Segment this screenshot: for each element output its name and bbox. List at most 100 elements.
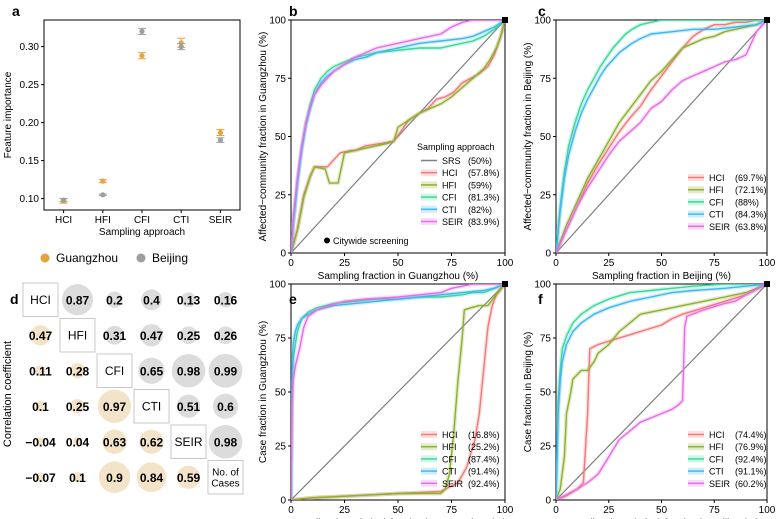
corr-circle-beijing — [171, 353, 206, 388]
y-tick-label: 0 — [280, 496, 286, 507]
corr-value-beijing: 0.25 — [177, 329, 201, 343]
legend-value-hci: (57.8%) — [468, 168, 500, 178]
series-line-hci — [556, 20, 767, 253]
panel-letter-f: f — [538, 291, 543, 307]
corr-value-beijing: 0.98 — [214, 435, 238, 449]
legend-value-cfi: (81.3%) — [468, 193, 500, 203]
y-tick-label: 100 — [269, 16, 286, 27]
legend-label-hfi: HFI — [442, 442, 457, 452]
corr-circle-beijing — [140, 324, 163, 347]
x-tick-label: 0 — [288, 505, 294, 516]
legend-label-hfi: HFI — [709, 442, 724, 452]
series-group — [556, 20, 767, 253]
corr-circle-beijing — [138, 357, 165, 384]
legend-title: Sampling approach — [417, 142, 495, 152]
corr-value-guangzhou: 0.63 — [103, 435, 127, 449]
y-axis-label: Case fraction in Beijing (%) — [523, 332, 534, 453]
y-tick-label: 0.30 — [20, 42, 40, 53]
legend-label-cfi: CFI — [442, 454, 457, 464]
legend-label-seir: SEIR — [442, 479, 464, 489]
x-tick-label: CFI — [134, 215, 150, 226]
point-beijing — [139, 28, 145, 34]
series-line-seir — [291, 284, 505, 500]
panel-d: Correlation coefficient HCI HFI CFI CTI SEIR N… — [2, 282, 244, 495]
corr-value-guangzhou: 0.97 — [103, 400, 127, 414]
y-tick-label: 50 — [540, 388, 552, 399]
legend-value-hfi: (25.2%) — [468, 442, 500, 452]
legend-value-seir: (63.8%) — [735, 222, 767, 232]
y-axis-label: Affected−community fraction in Guangzhou… — [258, 32, 269, 242]
corr-circle-guangzhou — [72, 437, 83, 447]
corr-circle-guangzhou — [35, 400, 46, 412]
legend-label-guangzhou: Guangzhou — [56, 251, 118, 265]
diag-label: CFI — [105, 364, 124, 378]
citywide-screening-marker — [764, 17, 770, 23]
corr-value-guangzhou: 0.1 — [69, 471, 86, 485]
series-group — [291, 284, 505, 500]
y-tick-label: 100 — [534, 16, 551, 27]
series-line-seir — [556, 20, 767, 253]
point-guangzhou — [217, 129, 223, 136]
citywide-legend-label: Citywide screening — [333, 236, 409, 246]
point-beijing — [217, 137, 223, 143]
plot-frame — [43, 19, 241, 211]
diag-label-line: Cases — [211, 478, 239, 489]
series-line-seir — [291, 20, 505, 253]
y-tick-label: 0 — [280, 249, 286, 260]
x-tick-label: 100 — [759, 258, 776, 269]
y-tick-label: 25 — [275, 442, 287, 453]
y-tick-label: 100 — [534, 280, 551, 291]
x-tick-label: 50 — [392, 505, 404, 516]
citywide-screening-marker — [502, 281, 508, 287]
y-tick-label: 75 — [275, 334, 287, 345]
corr-circle-beijing — [105, 325, 124, 345]
corr-value-beijing: 0.26 — [214, 329, 238, 343]
corr-value-beijing: 0.13 — [177, 293, 201, 307]
series-line-hfi — [291, 284, 505, 500]
point-guangzhou — [100, 178, 106, 184]
x-tick-label: HFI — [95, 215, 111, 226]
x-tick-label: CTI — [173, 215, 189, 226]
corr-value-beijing: 0.99 — [214, 364, 238, 378]
legend-label-cfi: CFI — [709, 197, 724, 207]
legend-label-seir: SEIR — [442, 217, 464, 227]
panel-letter-e: e — [289, 291, 297, 307]
corr-circle-beijing — [179, 326, 198, 344]
x-tick-label: 100 — [497, 258, 514, 269]
citywide-screening-marker — [502, 17, 508, 23]
legend-value-seir: (92.4%) — [468, 479, 500, 489]
y-tick-label: 25 — [275, 190, 287, 201]
corr-value-guangzhou: 0.84 — [140, 471, 164, 485]
y-tick-label: 50 — [275, 388, 287, 399]
series-line-hfi — [556, 20, 767, 253]
x-tick-label: 75 — [709, 258, 721, 269]
y-tick-label: 25 — [540, 442, 552, 453]
x-tick-label: 75 — [446, 258, 458, 269]
legend-value-hfi: (59%) — [468, 180, 492, 190]
corr-value-guangzhou: 0.1 — [32, 400, 49, 414]
corr-value-guangzhou: 0.59 — [177, 471, 201, 485]
diag-label: No. of Cases — [211, 467, 239, 489]
series-line-hfi — [291, 20, 505, 253]
series-line-cfi — [291, 284, 505, 500]
y-axis-label: Affected−community fraction in Beijing (… — [523, 43, 534, 231]
legend-label-hci: HCI — [709, 430, 725, 440]
x-tick-label: SEIR — [209, 215, 232, 226]
x-tick-label: HCI — [55, 215, 72, 226]
y-tick-label: 100 — [269, 280, 286, 291]
x-tick-label: 100 — [759, 505, 776, 516]
corr-circle-beijing — [106, 291, 123, 308]
x-tick-label: 50 — [392, 258, 404, 269]
corr-circle-beijing — [181, 292, 196, 308]
corr-circle-guangzhou — [35, 437, 46, 447]
corr-value-beijing: 0.4 — [143, 293, 160, 307]
corr-value-beijing: 0.2 — [106, 293, 123, 307]
legend-value-hfi: (72.1%) — [735, 185, 767, 195]
x-tick-label: 25 — [339, 505, 351, 516]
corr-circle-beijing — [208, 424, 243, 459]
legend-value-hfi: (76.9%) — [735, 442, 767, 452]
legend-value-cti: (84.3%) — [735, 210, 767, 220]
corr-value-beijing: 0.16 — [214, 293, 238, 307]
diag-label-line: No. of — [212, 467, 239, 478]
